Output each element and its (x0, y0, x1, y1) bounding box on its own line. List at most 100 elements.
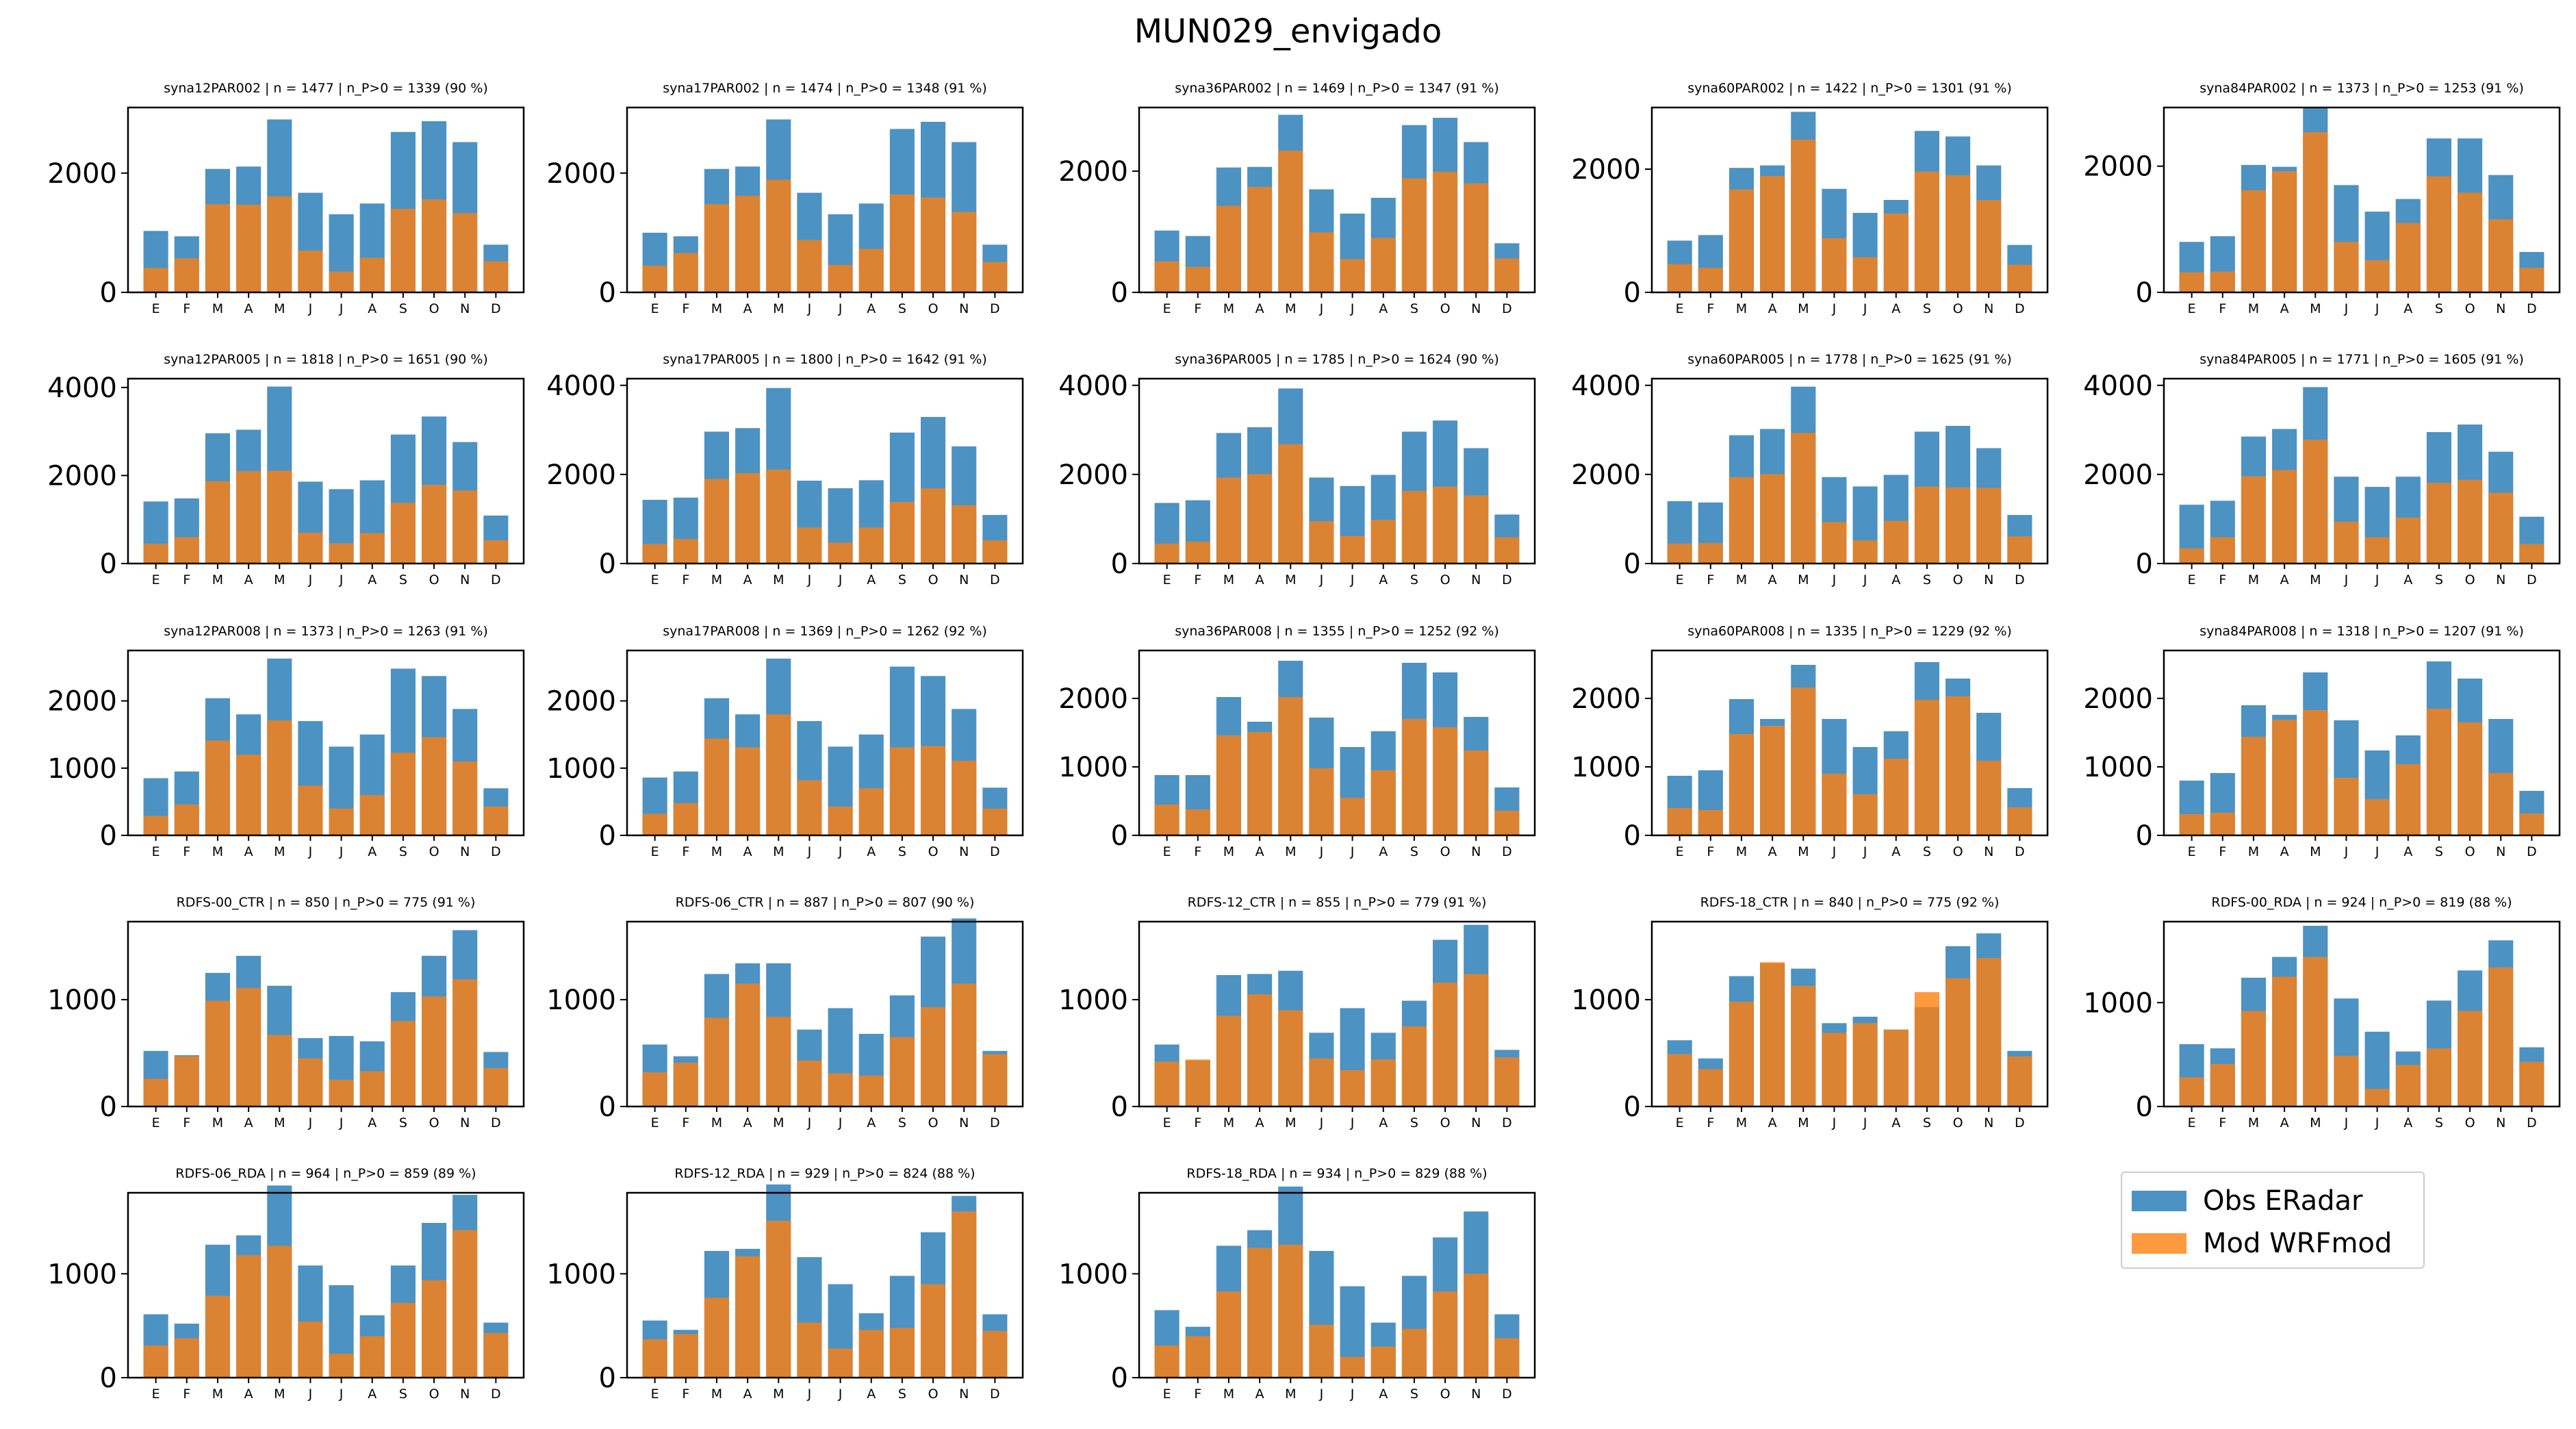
y-tick-label: 1000 (47, 753, 117, 785)
bar-mod (704, 738, 730, 835)
x-tick-label: F (1194, 572, 1201, 587)
y-tick-label: 0 (2136, 820, 2153, 852)
bar-mod (797, 1060, 822, 1106)
bar-mod (889, 1037, 915, 1106)
x-tick-label: J (1350, 844, 1355, 859)
x-tick-label: M (711, 1115, 722, 1130)
bar-mod (174, 1056, 199, 1106)
bar-mod (982, 1054, 1008, 1106)
x-tick-label: O (1440, 301, 1451, 316)
bar-mod (2488, 219, 2514, 292)
axes-frame (2163, 649, 2561, 837)
bar-mod (1883, 213, 1909, 292)
x-tick-label: D (2527, 844, 2537, 859)
legend-label-mod: Mod WRFmod (2203, 1228, 2393, 1259)
x-tick-label: J (807, 572, 812, 587)
bar-mod (1401, 719, 1427, 835)
x-tick-label: A (1379, 1115, 1388, 1130)
axes-frame (626, 377, 1024, 565)
bar-mod (1432, 171, 1458, 292)
x-tick-label: S (399, 1115, 407, 1130)
bar-mod (642, 544, 667, 564)
bar-mod (1432, 1291, 1458, 1378)
x-tick-label: F (682, 1387, 689, 1402)
x-tick-label: D (1502, 301, 1512, 316)
bar-mod (2426, 709, 2451, 835)
bar-mod (1309, 1324, 1334, 1378)
bar-mod (143, 815, 168, 835)
x-tick-label: J (1832, 844, 1837, 859)
x-tick-label: J (339, 1115, 344, 1130)
x-tick-label: F (1194, 1387, 1201, 1402)
x-tick-label: A (244, 844, 253, 859)
axes-frame (1138, 649, 1536, 837)
bar-mod (2303, 131, 2328, 292)
bar-mod (267, 720, 292, 835)
bar-mod (205, 1295, 231, 1378)
x-tick-label: J (1319, 1387, 1324, 1402)
x-tick-label: S (1410, 572, 1418, 587)
y-tick-label: 0 (2136, 1091, 2153, 1123)
x-tick-label: A (1891, 301, 1900, 316)
x-tick-label: F (2219, 301, 2226, 316)
bar-mod (143, 544, 168, 564)
bar-mod (421, 484, 447, 564)
bar-mod (1278, 1244, 1303, 1378)
x-tick-label: M (2248, 572, 2259, 587)
bar-mod (1464, 974, 1489, 1106)
bar-mod (2334, 521, 2359, 564)
bar-mod (452, 979, 478, 1106)
bar-mod (1154, 1061, 1179, 1106)
x-tick-label: D (491, 1115, 501, 1130)
x-tick-label: M (1285, 301, 1296, 316)
bar-mod (2426, 1048, 2451, 1106)
x-tick-label: A (1379, 301, 1388, 316)
bar-mod (673, 253, 698, 292)
x-tick-label: O (429, 301, 439, 316)
bar-mod (1914, 486, 1939, 564)
bar-mod (766, 179, 791, 292)
y-tick-label: 0 (599, 1363, 616, 1394)
subplot-title: RDFS-12_CTR | n = 855 | n_P>0 = 779 (91 … (1188, 895, 1487, 910)
bar-mod (2179, 272, 2204, 292)
subplot-title: RDFS-00_CTR | n = 850 | n_P>0 = 775 (91 … (177, 895, 476, 910)
bar-mod (2210, 271, 2235, 292)
bar-mod (952, 1211, 977, 1378)
bar-mod (421, 1280, 447, 1378)
x-tick-label: S (399, 1387, 407, 1402)
bar-mod (1945, 487, 1971, 564)
axes-frame (626, 920, 1024, 1108)
x-tick-label: N (460, 1115, 470, 1130)
y-tick-label: 2000 (1571, 683, 1641, 715)
bar-mod (1464, 183, 1489, 292)
x-tick-label: F (183, 572, 190, 587)
x-tick-label: J (838, 572, 843, 587)
x-tick-label: J (1832, 572, 1837, 587)
x-tick-label: D (2015, 301, 2025, 316)
x-tick-label: A (867, 572, 876, 587)
bar-mod (2007, 264, 2032, 292)
x-tick-label: N (959, 1387, 969, 1402)
bar-mod (889, 1328, 915, 1378)
subplot-title: syna17PAR002 | n = 1474 | n_P>0 = 1348 (… (663, 81, 987, 96)
x-tick-label: J (1319, 572, 1324, 587)
y-tick-label: 2000 (1058, 156, 1128, 188)
x-tick-label: A (244, 1387, 253, 1402)
bar-mod (1822, 522, 1847, 564)
bar-mod (236, 987, 262, 1106)
bar-mod (1945, 175, 1971, 292)
y-tick-label: 2000 (47, 158, 117, 190)
bar-mod (704, 204, 730, 292)
x-tick-label: O (1953, 301, 1963, 316)
subplot-18: RDFS-18_CTR | n = 840 | n_P>0 = 775 (92 … (1571, 895, 2049, 1130)
x-tick-label: N (1471, 1387, 1481, 1402)
subplot-3: syna60PAR002 | n = 1422 | n_P>0 = 1301 (… (1571, 81, 2049, 316)
x-tick-label: D (1502, 572, 1512, 587)
bar-mod (143, 1345, 168, 1378)
x-tick-label: F (1707, 844, 1714, 859)
subplot-title: syna60PAR008 | n = 1335 | n_P>0 = 1229 (… (1687, 624, 2012, 639)
x-tick-label: N (460, 1387, 470, 1402)
x-tick-label: A (743, 1115, 752, 1130)
x-tick-label: A (1891, 844, 1900, 859)
bar-mod (828, 806, 853, 835)
